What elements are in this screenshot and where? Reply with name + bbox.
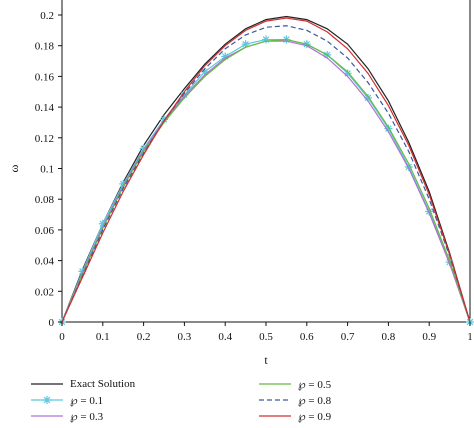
y-tick-label: 0.1 xyxy=(40,164,54,176)
y-axis-label: ω xyxy=(7,164,21,172)
data-point xyxy=(78,267,87,276)
legend-item: Exact Solution xyxy=(30,376,135,392)
legend-swatch xyxy=(259,383,291,385)
legend-item: ℘ = 0.8 xyxy=(258,392,331,408)
x-tick-label: 0 xyxy=(59,331,65,343)
series-line xyxy=(61,17,471,323)
series-0 xyxy=(61,15,471,323)
y-tick-label: 0.04 xyxy=(35,256,55,268)
legend-item: ℘ = 0.1 xyxy=(30,392,103,408)
y-tick-label: 0.02 xyxy=(35,286,54,298)
legend-swatch xyxy=(31,396,63,404)
legend-swatch xyxy=(259,415,291,417)
legend-label: ℘ = 0.3 xyxy=(70,410,104,423)
legend-label: ℘ = 0.5 xyxy=(298,378,332,391)
x-tick-label: 1 xyxy=(467,331,473,343)
data-point xyxy=(139,144,148,153)
data-point xyxy=(262,35,270,44)
legend-item: ℘ = 0.9 xyxy=(258,408,331,424)
chart-legend: Exact Solution ℘ = 0.1 ℘ = 0.3 ℘ = 0.5 ℘ = 0… xyxy=(30,376,470,426)
y-tick-label: 0.16 xyxy=(35,71,55,83)
legend-label: ℘ = 0.1 xyxy=(70,394,104,407)
x-tick-label: 0.8 xyxy=(382,331,396,343)
y-tick-label: 0.06 xyxy=(35,225,55,237)
series-4 xyxy=(61,25,471,323)
chart-axes xyxy=(61,0,471,323)
data-point xyxy=(200,67,209,76)
data-point xyxy=(119,179,128,188)
x-tick-label: 0.6 xyxy=(300,331,314,343)
data-point xyxy=(241,40,250,49)
y-tick-label: 0 xyxy=(49,317,55,329)
data-point xyxy=(160,115,168,124)
data-point xyxy=(425,207,434,216)
series-line xyxy=(61,25,471,323)
data-point xyxy=(384,124,393,133)
y-tick-label: 0.12 xyxy=(35,133,54,145)
chart-series xyxy=(58,15,474,326)
x-tick-label: 0.1 xyxy=(96,331,110,343)
series-line xyxy=(61,38,471,323)
series-1 xyxy=(58,35,474,326)
chart-canvas: 0 0.1 0.2 0.3 0.4 0.5 0.6 0.7 0.8 0.9 1 0 0.02 0.04 0.… xyxy=(7,0,474,367)
data-point xyxy=(343,69,352,78)
series-line xyxy=(61,15,471,323)
x-axis-label: t xyxy=(264,353,268,367)
legend-swatch xyxy=(31,415,63,417)
y-tick-label: 0.2 xyxy=(40,10,54,22)
series-3 xyxy=(61,38,471,323)
legend-item: ℘ = 0.3 xyxy=(30,408,103,424)
legend-swatch xyxy=(259,399,291,401)
x-tick-label: 0.2 xyxy=(137,331,151,343)
legend-label: ℘ = 0.9 xyxy=(298,410,332,423)
x-tick-label: 0.9 xyxy=(422,331,436,343)
x-tick-label: 0.3 xyxy=(178,331,192,343)
legend-swatch xyxy=(31,383,63,385)
x-tick-label: 0.5 xyxy=(259,331,273,343)
x-tick-label: 0.7 xyxy=(341,331,355,343)
data-point xyxy=(221,52,230,61)
y-tick-label: 0.18 xyxy=(35,41,55,53)
series-5 xyxy=(61,17,471,323)
data-point xyxy=(364,93,372,102)
data-point xyxy=(180,90,189,99)
legend-label: Exact Solution xyxy=(70,378,136,390)
legend-item: ℘ = 0.5 xyxy=(258,376,331,392)
y-tick-label: 0.14 xyxy=(35,102,55,114)
data-point xyxy=(404,162,413,171)
data-point xyxy=(98,219,107,228)
chart-ticks: 0 0.1 0.2 0.3 0.4 0.5 0.6 0.7 0.8 0.9 1 0 0.02 0.04 0.… xyxy=(35,10,473,343)
y-tick-label: 0.08 xyxy=(35,194,55,206)
x-tick-label: 0.4 xyxy=(218,331,232,343)
legend-label: ℘ = 0.8 xyxy=(298,394,332,407)
